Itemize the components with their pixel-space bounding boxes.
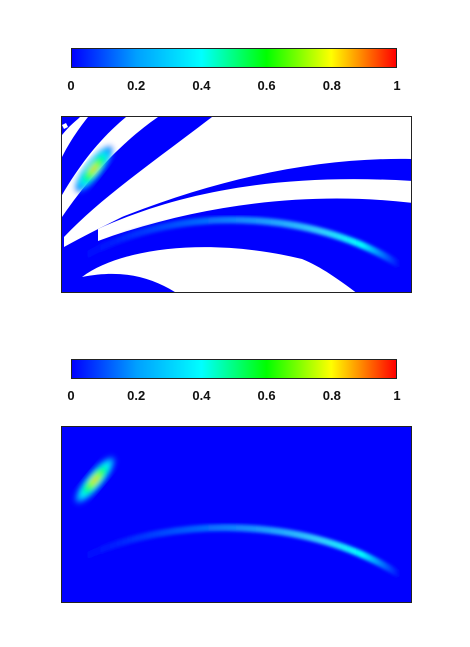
- colorbar-tick-label: 0.8: [322, 78, 341, 93]
- colorbar-tick-label: 0.8: [322, 388, 341, 403]
- hotspot-feature: [73, 454, 117, 506]
- masked-band: [64, 117, 411, 247]
- colorbar: [71, 48, 397, 68]
- arc-feature: [78, 216, 402, 268]
- colorbar-tick-label: 0.6: [257, 78, 276, 93]
- heatmap-plot: [73, 454, 402, 578]
- colorbar-tick-label: 0.6: [257, 388, 276, 403]
- masked-band: [62, 123, 68, 129]
- masked-band: [98, 179, 411, 241]
- heatmap-field: [61, 426, 412, 603]
- masked-band: [82, 247, 356, 292]
- colorbar-tick-label: 0.4: [192, 388, 211, 403]
- colorbar-tick-label: 0.4: [192, 78, 211, 93]
- colorbar: [71, 359, 397, 379]
- colorbar-tick-label: 0.2: [127, 78, 146, 93]
- bottom-heatmap-panel: 0 0.2 0.4 0.6 0.8 1: [0, 330, 470, 630]
- colorbar-tick-label: 1: [393, 388, 401, 403]
- arc-feature: [78, 524, 402, 578]
- masked-bands: [62, 117, 411, 292]
- top-heatmap-panel: 0 0.2 0.4 0.6 0.8 1: [0, 0, 470, 320]
- hotspot-feature: [74, 144, 114, 194]
- colorbar-tick-label: 0: [67, 78, 75, 93]
- colorbar-tick-label: 0.2: [127, 388, 146, 403]
- masked-band: [62, 117, 88, 157]
- heatmap-field: [61, 116, 412, 293]
- masked-band: [62, 117, 158, 217]
- heatmap-plot: [62, 117, 411, 292]
- colorbar-tick-label: 0: [67, 388, 75, 403]
- colorbar-tick-label: 1: [393, 78, 401, 93]
